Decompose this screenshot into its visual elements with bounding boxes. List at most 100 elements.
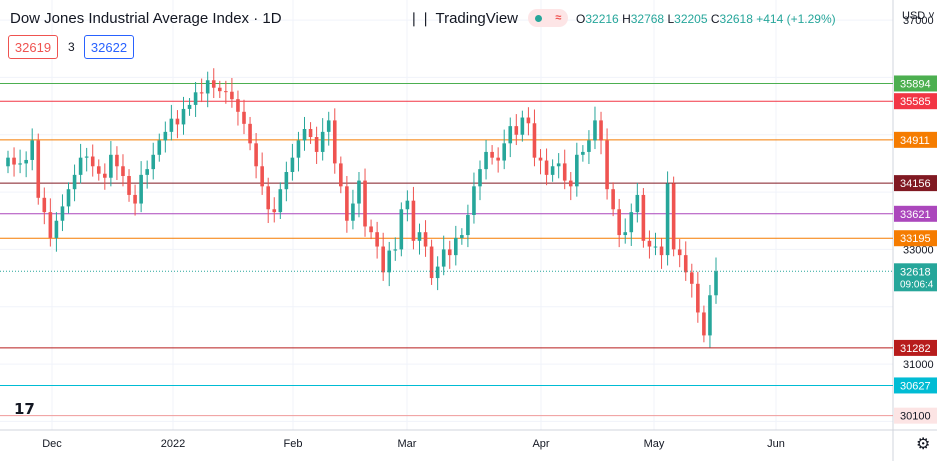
candle-body <box>665 183 670 256</box>
candle-body <box>399 209 404 250</box>
candle-body <box>702 312 706 336</box>
candle-body <box>575 154 579 187</box>
time-tick-label: Mar <box>398 438 417 450</box>
candle-body <box>532 123 537 158</box>
candle-body <box>345 186 349 221</box>
tradingview-logo-icon: ❘❘ <box>408 9 432 26</box>
candle-body <box>466 215 470 236</box>
candle-body <box>363 180 367 227</box>
candle-body <box>351 203 355 221</box>
price-axis-label[interactable]: 30100 <box>900 411 931 423</box>
change-value: +414 (+1.29%) <box>756 12 836 26</box>
candle-body <box>496 157 500 161</box>
low-key: L <box>667 12 675 26</box>
time-tick-label: May <box>644 438 665 450</box>
candle-body <box>514 126 519 135</box>
high-key: H <box>622 12 631 26</box>
candle-body <box>653 246 658 248</box>
candle-body <box>326 120 331 132</box>
candle-body <box>671 183 676 250</box>
candle-body <box>145 169 149 175</box>
price-axis-label-bg <box>894 407 937 424</box>
candle-body <box>24 159 28 164</box>
candle-body <box>623 232 628 236</box>
candle-body <box>260 166 264 187</box>
close-key: C <box>710 12 720 26</box>
candle-body <box>103 173 107 178</box>
candle-body <box>357 180 361 204</box>
price-axis-label-bg <box>894 377 937 394</box>
candle-body <box>109 154 113 178</box>
candle-body <box>217 87 222 92</box>
buy-price-button[interactable]: 32622 <box>84 35 134 59</box>
price-axis-label[interactable]: 33195 <box>900 233 931 245</box>
candle-body <box>629 212 634 233</box>
candle-body <box>472 186 476 215</box>
candle-body <box>339 163 343 187</box>
candle-body <box>157 140 162 155</box>
currency-selector[interactable]: USD ˅ <box>902 10 935 22</box>
candle-body <box>696 283 700 313</box>
realtime-wave-icon: ≈ <box>555 12 562 24</box>
candle-body <box>611 189 615 210</box>
candle-body <box>224 91 228 93</box>
price-axis-label-bg <box>894 93 937 110</box>
candle-body <box>248 123 252 144</box>
price-axis-label-bg <box>894 131 937 148</box>
price-axis-label[interactable]: 34156 <box>900 178 931 190</box>
candle-body <box>617 209 621 236</box>
price-axis-label[interactable]: 35585 <box>900 96 931 108</box>
market-open-dot-icon <box>534 14 542 22</box>
candle-body <box>550 166 555 175</box>
tradingview-logo-icon[interactable]: 17 <box>14 400 35 418</box>
bar-countdown-label: 09:06:4 <box>900 279 934 290</box>
candle-body <box>42 197 47 213</box>
price-axis-label-bg <box>894 205 937 222</box>
sell-price-button[interactable]: 32619 <box>8 35 58 59</box>
market-status-badge[interactable]: ≈ <box>528 9 568 27</box>
gear-icon[interactable]: ⚙ <box>916 436 931 453</box>
candle-body <box>441 249 446 267</box>
symbol-title[interactable]: Dow Jones Industrial Average Index · 1D <box>10 9 282 27</box>
close-value: 32618 <box>719 12 753 26</box>
candle-body <box>478 169 482 187</box>
candle-body <box>447 249 452 256</box>
time-tick-label: Jun <box>767 438 785 450</box>
candle-body <box>278 189 283 213</box>
price-axis-label[interactable]: 34911 <box>900 135 930 147</box>
candle-body <box>284 172 289 190</box>
candle-body <box>199 92 204 94</box>
candle-body <box>587 140 591 152</box>
candle-body <box>411 200 416 241</box>
price-axis-label[interactable]: 33621 <box>900 209 931 221</box>
candle-body <box>36 140 41 198</box>
ohlc-legend: O32216 H32768 L32205 C32618 +414 (+1.29%… <box>576 12 836 26</box>
candle-body <box>60 206 65 221</box>
candle-body <box>714 271 718 296</box>
candle-body <box>453 237 458 256</box>
last-price-label-bg <box>894 263 937 292</box>
candle-body <box>290 157 295 172</box>
price-axis-label[interactable]: 30627 <box>900 380 931 392</box>
candle-body <box>18 163 22 165</box>
candle-body <box>193 92 198 105</box>
candle-body <box>599 120 603 141</box>
time-tick-label: Feb <box>284 438 303 450</box>
price-axis-label-bg <box>894 175 937 192</box>
price-axis-label[interactable]: 35894 <box>900 78 931 90</box>
candle-body <box>72 174 77 190</box>
candle-body <box>30 140 35 160</box>
candle-body <box>387 250 392 273</box>
chevron-down-icon: ˅ <box>925 10 935 22</box>
candle-body <box>381 246 385 273</box>
candle-body <box>508 126 513 144</box>
candle-body <box>556 163 561 167</box>
candle-body <box>242 111 246 124</box>
candle-body <box>78 157 83 175</box>
price-axis-label[interactable]: 31282 <box>900 343 931 355</box>
candle-body <box>12 157 16 165</box>
candle-body <box>139 174 143 204</box>
candle-body <box>423 232 428 247</box>
candle-body <box>369 226 373 233</box>
